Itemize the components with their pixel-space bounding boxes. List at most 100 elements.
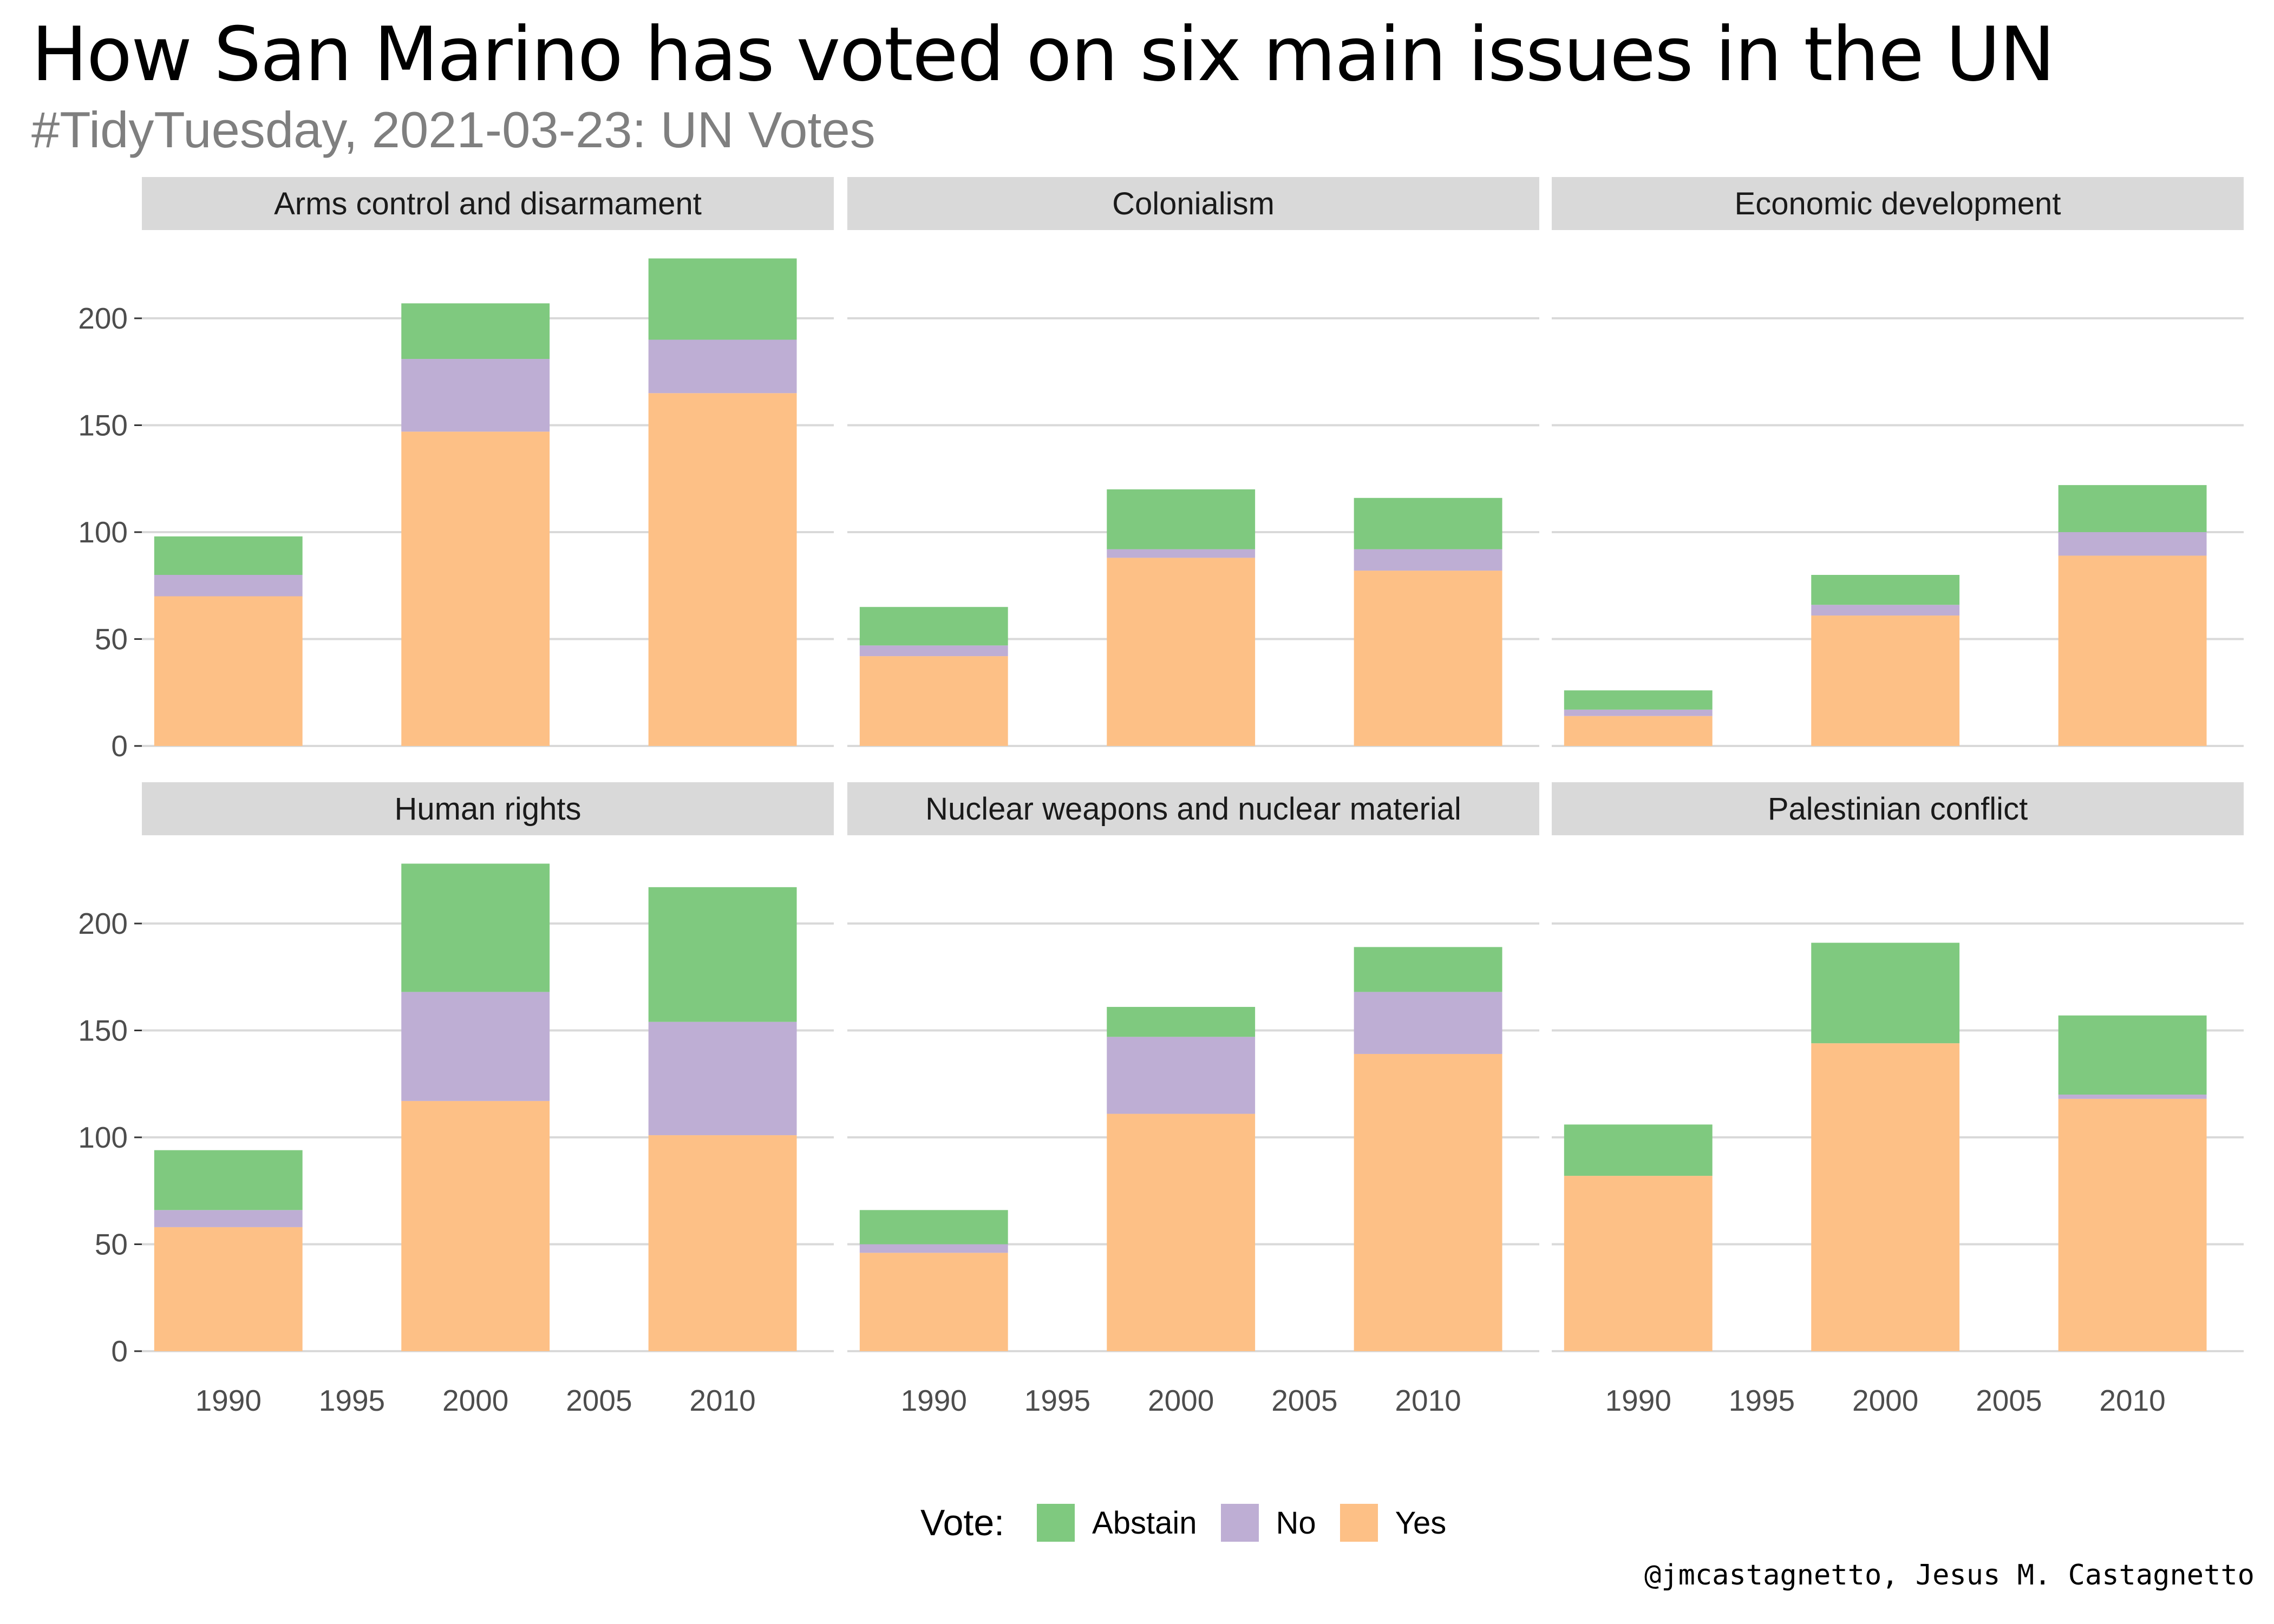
bar-economic-development-2000-yes — [1811, 615, 1960, 746]
legend-swatch-abstain — [1037, 1504, 1075, 1542]
y-tick-label-0: 0 — [111, 729, 128, 763]
y-tick-label-50: 50 — [95, 1228, 128, 1261]
x-tick-label-nuclear-weapons-and-nuclear-material-2010: 2010 — [1395, 1384, 1461, 1417]
bar-human-rights-1990-yes — [154, 1227, 303, 1351]
bar-economic-development-2010-abstain — [2058, 485, 2207, 532]
legend-label-no: No — [1276, 1505, 1316, 1541]
chart-title: How San Marino has voted on six main iss… — [31, 11, 2055, 98]
facet-title-economic-development: Economic development — [1735, 186, 2061, 221]
bar-nuclear-weapons-and-nuclear-material-2010-yes — [1354, 1053, 1502, 1351]
legend: Vote: Abstain No Yes — [920, 1498, 1470, 1547]
x-tick-label-nuclear-weapons-and-nuclear-material-2000: 2000 — [1148, 1384, 1214, 1417]
facet-strip-nuclear-weapons-and-nuclear-material — [847, 782, 1539, 835]
bar-palestinian-conflict-1990-abstain — [1564, 1124, 1713, 1176]
bar-colonialism-1990-no — [859, 645, 1008, 657]
bar-economic-development-2010-no — [2058, 532, 2207, 556]
facet-strip-arms-control-and-disarmament — [142, 177, 834, 230]
y-tick-label-100: 100 — [78, 1121, 128, 1154]
bar-nuclear-weapons-and-nuclear-material-2010-abstain — [1354, 947, 1502, 992]
bar-palestinian-conflict-2010-yes — [2058, 1098, 2207, 1351]
bar-human-rights-2000-no — [401, 992, 550, 1101]
bar-colonialism-2010-yes — [1354, 571, 1502, 746]
bar-arms-control-and-disarmament-2010-no — [648, 339, 797, 394]
x-tick-label-human-rights-1990: 1990 — [195, 1384, 262, 1417]
bar-human-rights-1990-no — [154, 1210, 303, 1227]
x-tick-label-palestinian-conflict-2005: 2005 — [1976, 1384, 2042, 1417]
x-tick-label-palestinian-conflict-1995: 1995 — [1729, 1384, 1795, 1417]
y-tick-label-150: 150 — [78, 409, 128, 442]
x-tick-label-human-rights-2000: 2000 — [442, 1384, 508, 1417]
bar-human-rights-2000-yes — [401, 1101, 550, 1351]
bar-human-rights-2000-abstain — [401, 863, 550, 992]
bar-arms-control-and-disarmament-1990-abstain — [154, 536, 303, 575]
facet-title-palestinian-conflict: Palestinian conflict — [1768, 791, 2028, 827]
bar-colonialism-2000-yes — [1107, 558, 1256, 746]
facet-title-arms-control-and-disarmament: Arms control and disarmament — [274, 186, 702, 221]
legend-label-yes: Yes — [1395, 1505, 1447, 1541]
bar-palestinian-conflict-2010-no — [2058, 1095, 2207, 1099]
x-tick-label-palestinian-conflict-1990: 1990 — [1605, 1384, 1671, 1417]
y-tick-label-200: 200 — [78, 907, 128, 940]
bar-economic-development-2000-abstain — [1811, 575, 1960, 605]
chart-subtitle: #TidyTuesday, 2021-03-23: UN Votes — [31, 101, 875, 158]
legend-swatch-yes — [1339, 1504, 1378, 1542]
bar-nuclear-weapons-and-nuclear-material-1990-yes — [859, 1253, 1008, 1351]
bar-arms-control-and-disarmament-2000-abstain — [401, 303, 550, 359]
bar-nuclear-weapons-and-nuclear-material-2000-yes — [1107, 1114, 1256, 1351]
bar-arms-control-and-disarmament-2000-no — [401, 359, 550, 432]
legend-item-yes: Yes — [1339, 1504, 1447, 1542]
bar-colonialism-2000-no — [1107, 549, 1256, 558]
facet-strip-economic-development — [1552, 177, 2244, 230]
bar-economic-development-2010-yes — [2058, 555, 2207, 746]
bar-colonialism-2010-no — [1354, 549, 1502, 571]
bar-economic-development-2000-no — [1811, 605, 1960, 616]
bar-colonialism-1990-abstain — [859, 607, 1008, 646]
x-tick-label-human-rights-2010: 2010 — [689, 1384, 755, 1417]
x-tick-label-human-rights-2005: 2005 — [566, 1384, 632, 1417]
facet-title-human-rights: Human rights — [395, 791, 581, 827]
bar-palestinian-conflict-2010-abstain — [2058, 1015, 2207, 1095]
bar-economic-development-1990-abstain — [1564, 690, 1713, 710]
facet-strip-human-rights — [142, 782, 834, 835]
x-tick-label-nuclear-weapons-and-nuclear-material-2005: 2005 — [1271, 1384, 1337, 1417]
legend-item-no: No — [1220, 1504, 1316, 1542]
bar-arms-control-and-disarmament-2000-yes — [401, 431, 550, 746]
bar-palestinian-conflict-2000-abstain — [1811, 942, 1960, 1044]
legend-label-abstain: Abstain — [1092, 1505, 1197, 1541]
y-tick-label-150: 150 — [78, 1014, 128, 1047]
legend-title: Vote: — [920, 1502, 1005, 1543]
x-tick-label-nuclear-weapons-and-nuclear-material-1990: 1990 — [901, 1384, 967, 1417]
bar-colonialism-2000-abstain — [1107, 489, 1256, 549]
bar-arms-control-and-disarmament-2010-abstain — [648, 258, 797, 340]
x-tick-label-nuclear-weapons-and-nuclear-material-1995: 1995 — [1024, 1384, 1090, 1417]
y-tick-label-50: 50 — [95, 623, 128, 656]
bar-human-rights-1990-abstain — [154, 1150, 303, 1210]
y-tick-label-100: 100 — [78, 515, 128, 549]
x-tick-label-palestinian-conflict-2000: 2000 — [1852, 1384, 1918, 1417]
bar-nuclear-weapons-and-nuclear-material-2000-no — [1107, 1037, 1256, 1114]
legend-swatch-no — [1220, 1504, 1259, 1542]
facet-title-colonialism: Colonialism — [1112, 186, 1275, 221]
facet-title-nuclear-weapons-and-nuclear-material: Nuclear weapons and nuclear material — [925, 791, 1461, 827]
bar-economic-development-1990-yes — [1564, 716, 1713, 746]
bar-human-rights-2010-yes — [648, 1135, 797, 1351]
bar-nuclear-weapons-and-nuclear-material-2000-abstain — [1107, 1007, 1256, 1037]
facet-strip-palestinian-conflict — [1552, 782, 2244, 835]
bar-arms-control-and-disarmament-1990-no — [154, 575, 303, 597]
caption: @jmcastagnetto, Jesus M. Castagnetto — [1644, 1559, 2255, 1592]
bar-economic-development-1990-no — [1564, 709, 1713, 716]
x-tick-label-palestinian-conflict-2010: 2010 — [2099, 1384, 2165, 1417]
x-tick-label-human-rights-1995: 1995 — [319, 1384, 385, 1417]
y-tick-label-0: 0 — [111, 1334, 128, 1368]
bar-human-rights-2010-no — [648, 1021, 797, 1136]
bar-palestinian-conflict-1990-yes — [1564, 1176, 1713, 1351]
facet-strip-colonialism — [847, 177, 1539, 230]
bar-nuclear-weapons-and-nuclear-material-2010-no — [1354, 992, 1502, 1054]
bar-nuclear-weapons-and-nuclear-material-1990-abstain — [859, 1210, 1008, 1245]
bar-arms-control-and-disarmament-2010-yes — [648, 393, 797, 746]
bar-human-rights-2010-abstain — [648, 887, 797, 1022]
bar-arms-control-and-disarmament-1990-yes — [154, 596, 303, 746]
bar-colonialism-2010-abstain — [1354, 497, 1502, 549]
y-tick-label-200: 200 — [78, 302, 128, 335]
bar-palestinian-conflict-2000-yes — [1811, 1043, 1960, 1351]
